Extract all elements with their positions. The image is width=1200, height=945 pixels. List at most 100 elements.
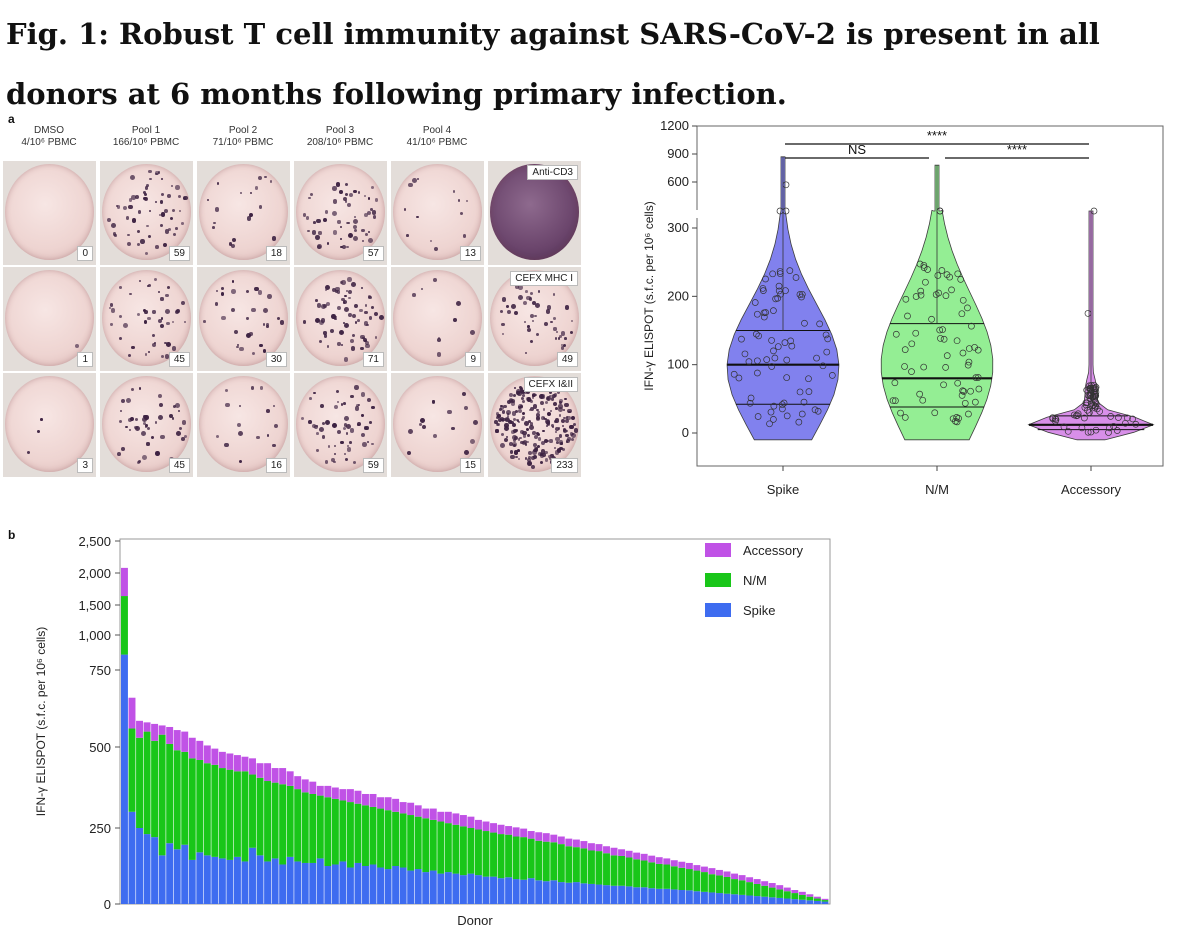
bar-segment-accessory	[415, 805, 422, 816]
well-spot	[111, 308, 115, 312]
bar-segment-accessory	[505, 826, 512, 835]
bar-segment-spike	[573, 882, 580, 904]
well-spot	[350, 428, 354, 432]
bar-segment-nm	[257, 778, 264, 856]
bar-segment-nm	[678, 868, 685, 890]
well-column-header: Pool 2 71/10⁶ PBMC	[197, 125, 289, 149]
well-spot	[256, 436, 260, 440]
bar-segment-nm	[347, 802, 354, 867]
bar-segment-nm	[490, 833, 497, 877]
well-spot	[266, 323, 269, 326]
bar-segment-spike	[799, 900, 806, 904]
well-spot	[460, 212, 463, 215]
well-column-concentration: 71/10⁶ PBMC	[197, 137, 289, 149]
bar-segment-accessory	[618, 849, 625, 856]
bar-segment-accessory	[708, 868, 715, 874]
well-spot	[247, 216, 251, 220]
well-spot	[533, 404, 537, 408]
bar-segment-accessory	[806, 894, 813, 896]
bar-segment-spike	[430, 871, 437, 904]
bar-segment-spike	[189, 860, 196, 904]
well-spot	[126, 398, 131, 403]
spot-count: 13	[460, 246, 481, 261]
figure-title: Fig. 1: Robust T cell immunity against S…	[6, 4, 1196, 124]
bar-segment-spike	[580, 883, 587, 904]
bar-segment-nm	[701, 872, 708, 892]
bar-segment-nm	[445, 823, 452, 872]
bar-segment-nm	[309, 794, 316, 863]
bar-segment-accessory	[814, 897, 821, 899]
bar-segment-accessory	[580, 841, 587, 848]
well-spot	[453, 190, 456, 193]
well-spot	[119, 337, 122, 340]
well-spot	[320, 404, 324, 408]
bar-segment-accessory	[648, 856, 655, 863]
well-spot	[509, 442, 513, 446]
well-spot	[544, 418, 546, 420]
well-spot	[155, 451, 160, 456]
well-column-concentration: 4/10⁶ PBMC	[3, 137, 95, 149]
well-spot	[161, 212, 165, 216]
bar-segment-nm	[806, 897, 813, 901]
well-column-header: Pool 3 208/10⁶ PBMC	[294, 125, 386, 149]
well-spot	[334, 405, 339, 410]
bar-segment-spike	[483, 877, 490, 904]
well-spot	[511, 304, 516, 309]
well-spot	[346, 432, 348, 434]
bar-segment-nm	[166, 744, 173, 843]
bar-segment-spike	[776, 898, 783, 904]
bar-segment-spike	[467, 874, 474, 904]
bar-segment-nm	[174, 750, 181, 849]
bar-segment-spike	[287, 857, 294, 904]
bar-segment-spike	[219, 858, 226, 904]
well-spot	[145, 186, 148, 189]
well-spot	[351, 282, 356, 287]
well-spot	[497, 414, 500, 417]
bar-segment-spike	[324, 866, 331, 904]
well-spot	[545, 401, 548, 404]
bar-segment-nm	[648, 862, 655, 888]
well-spot	[263, 323, 265, 325]
bar-segment-accessory	[693, 865, 700, 870]
bar-segment-spike	[596, 885, 603, 904]
well-spot	[332, 423, 337, 428]
well-spot	[134, 426, 138, 430]
bar-segment-nm	[791, 893, 798, 899]
well-spot	[530, 314, 534, 318]
well-spot	[526, 397, 530, 401]
well-spot	[355, 406, 360, 411]
legend-label: N/M	[743, 573, 767, 588]
well-spot	[126, 216, 129, 219]
bar-segment-spike	[407, 871, 414, 904]
bar-segment-accessory	[136, 721, 143, 738]
well-spot	[335, 287, 339, 291]
spot-count: 45	[169, 458, 190, 473]
control-label: CEFX MHC I	[510, 271, 578, 286]
bar-segment-accessory	[784, 888, 791, 892]
bar-segment-spike	[272, 858, 279, 904]
well-spot	[135, 195, 139, 199]
legend-swatch	[705, 573, 731, 587]
well-spot	[532, 431, 536, 435]
bar-segment-accessory	[407, 803, 414, 815]
spot-count: 3	[77, 458, 93, 473]
bar-segment-accessory	[475, 820, 482, 830]
well-spot	[344, 453, 347, 456]
well-spot	[470, 330, 475, 335]
bar-segment-accessory	[656, 857, 663, 864]
y-tick-label: 250	[89, 821, 111, 836]
bar-segment-accessory	[528, 831, 535, 839]
well-spot	[137, 243, 140, 246]
bar-segment-nm	[181, 752, 188, 845]
bar-segment-spike	[520, 880, 527, 904]
well-spot	[232, 280, 234, 282]
well-spot	[272, 444, 275, 447]
bar-segment-accessory	[204, 745, 211, 763]
well-spot	[239, 347, 243, 351]
bar-segment-accessory	[498, 825, 505, 834]
well-spot	[349, 193, 353, 197]
bar-segment-spike	[317, 858, 324, 904]
well-spot	[568, 411, 570, 413]
x-category-label: Spike	[767, 482, 800, 497]
well-spot	[350, 339, 354, 343]
